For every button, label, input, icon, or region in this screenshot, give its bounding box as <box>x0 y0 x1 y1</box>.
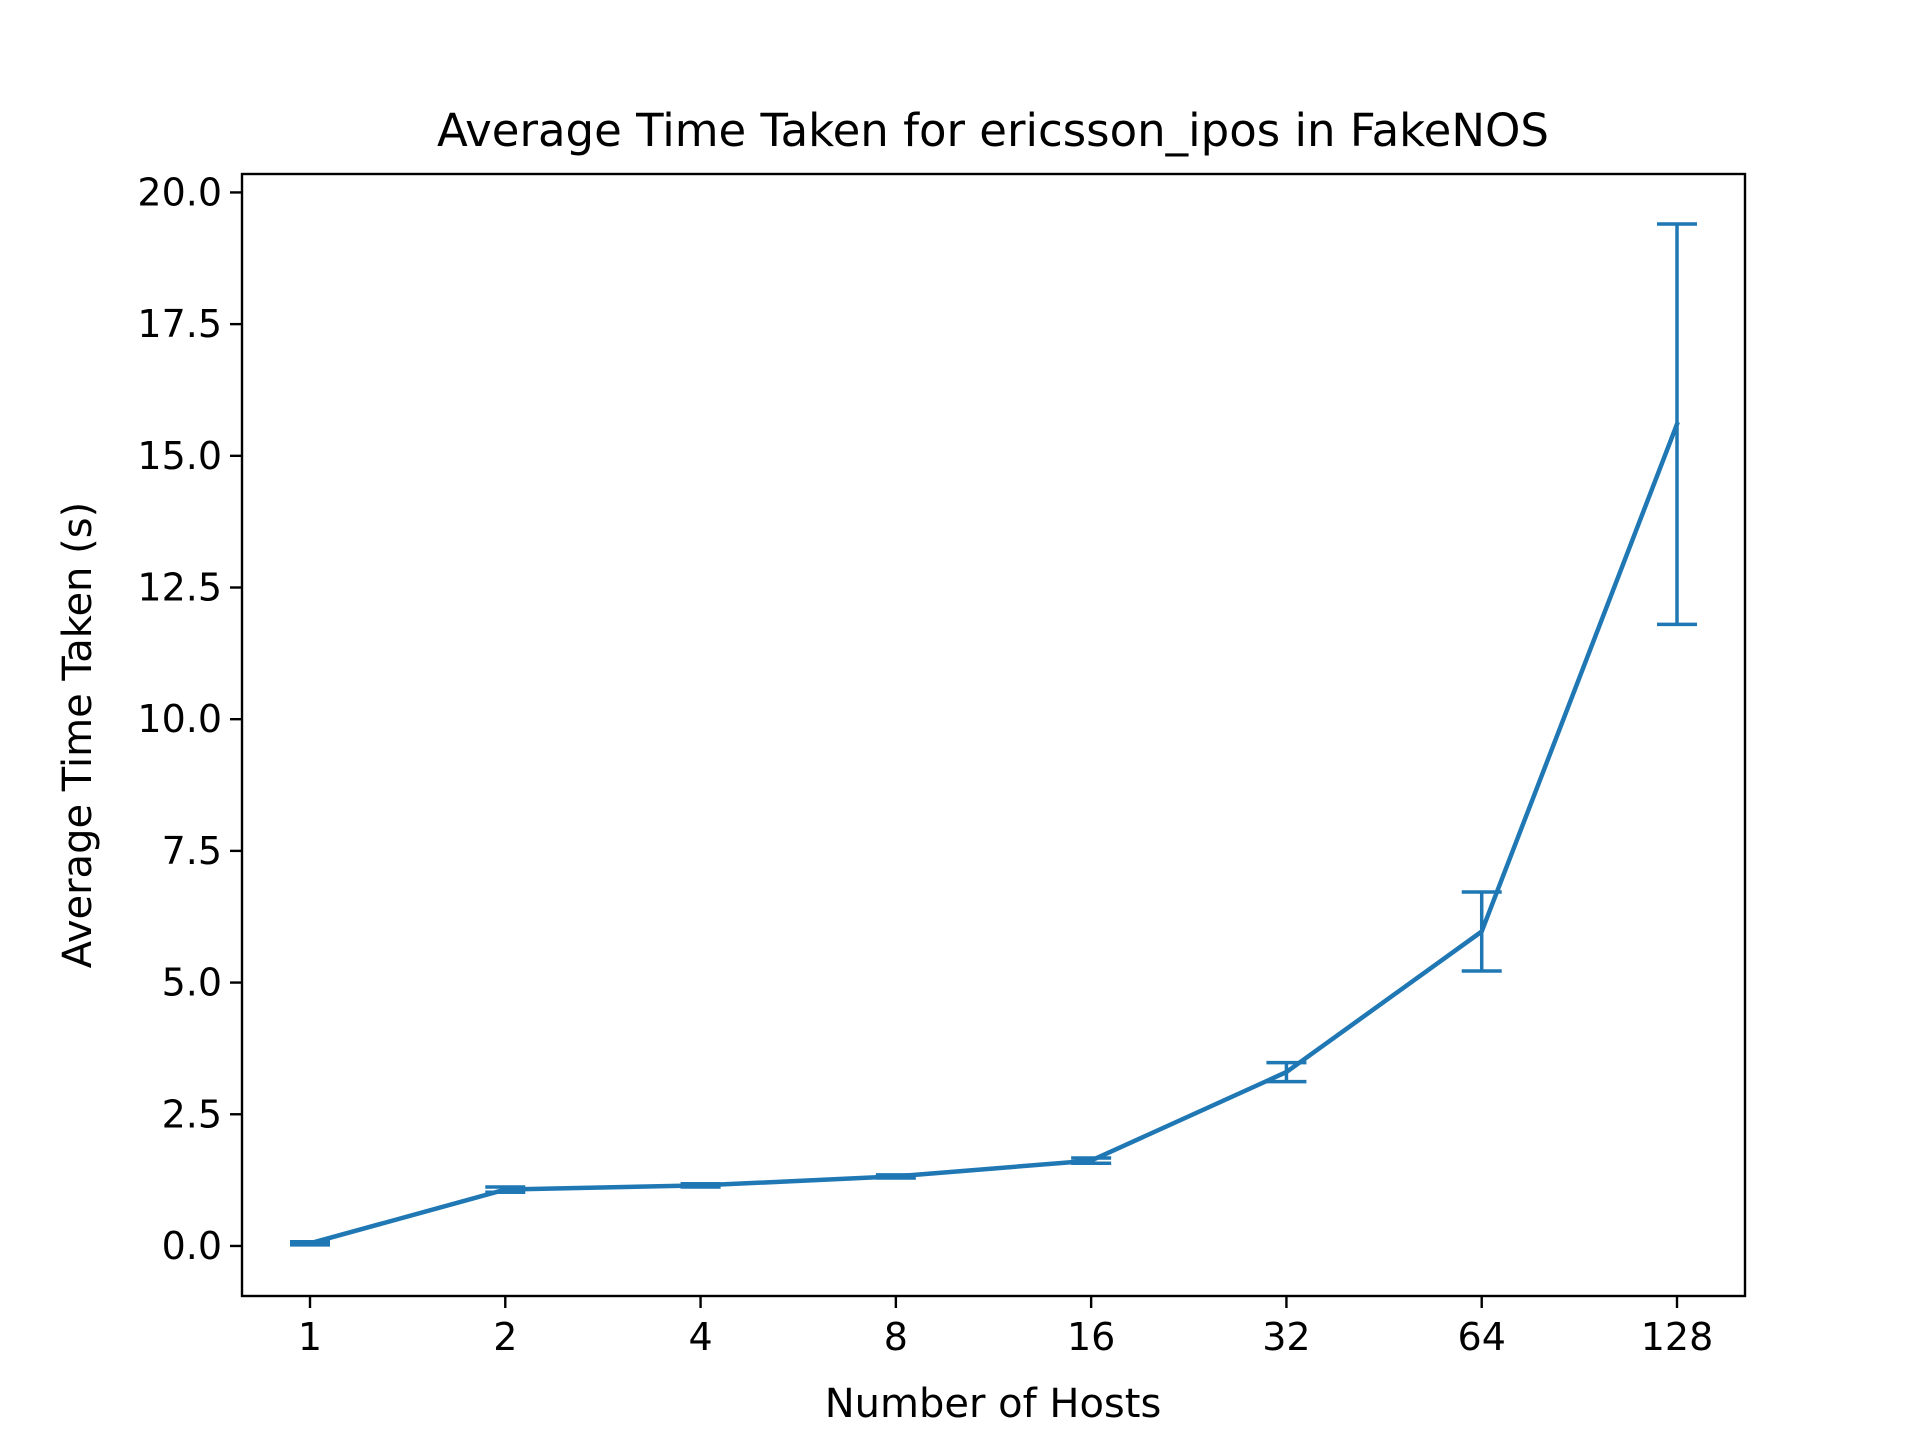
x-axis-label: Number of Hosts <box>825 1381 1162 1427</box>
x-tick-label: 8 <box>884 1315 908 1359</box>
y-tick-label: 2.5 <box>162 1092 222 1136</box>
y-tick-label: 17.5 <box>137 302 222 346</box>
x-tick-label: 4 <box>688 1315 712 1359</box>
y-tick-label: 10.0 <box>137 697 222 741</box>
plot-area-frame <box>240 172 1747 1298</box>
y-tick-label: 12.5 <box>137 566 222 610</box>
x-tick-label: 2 <box>493 1315 517 1359</box>
x-tick-label: 128 <box>1641 1315 1714 1359</box>
x-axis: 1 2 4 8 16 32 64 128 <box>298 1296 1713 1359</box>
y-axis-label: Average Time Taken (s) <box>55 502 101 968</box>
chart-title: Average Time Taken for ericsson_ipos in … <box>437 104 1549 157</box>
series-line <box>307 421 1680 1247</box>
y-tick-label: 15.0 <box>137 434 222 478</box>
x-tick-label: 64 <box>1458 1315 1506 1359</box>
series-layer <box>290 222 1697 1247</box>
x-tick-label: 32 <box>1262 1315 1310 1359</box>
y-tick-label: 5.0 <box>162 961 222 1005</box>
y-axis: 0.0 2.5 5.0 7.5 10.0 12.5 15.0 17.5 20.0 <box>137 170 242 1268</box>
y-tick-label: 0.0 <box>162 1224 222 1268</box>
y-tick-label: 7.5 <box>162 829 222 873</box>
x-tick-label: 1 <box>298 1315 322 1359</box>
y-tick-label: 20.0 <box>137 170 222 214</box>
x-tick-label: 16 <box>1067 1315 1115 1359</box>
